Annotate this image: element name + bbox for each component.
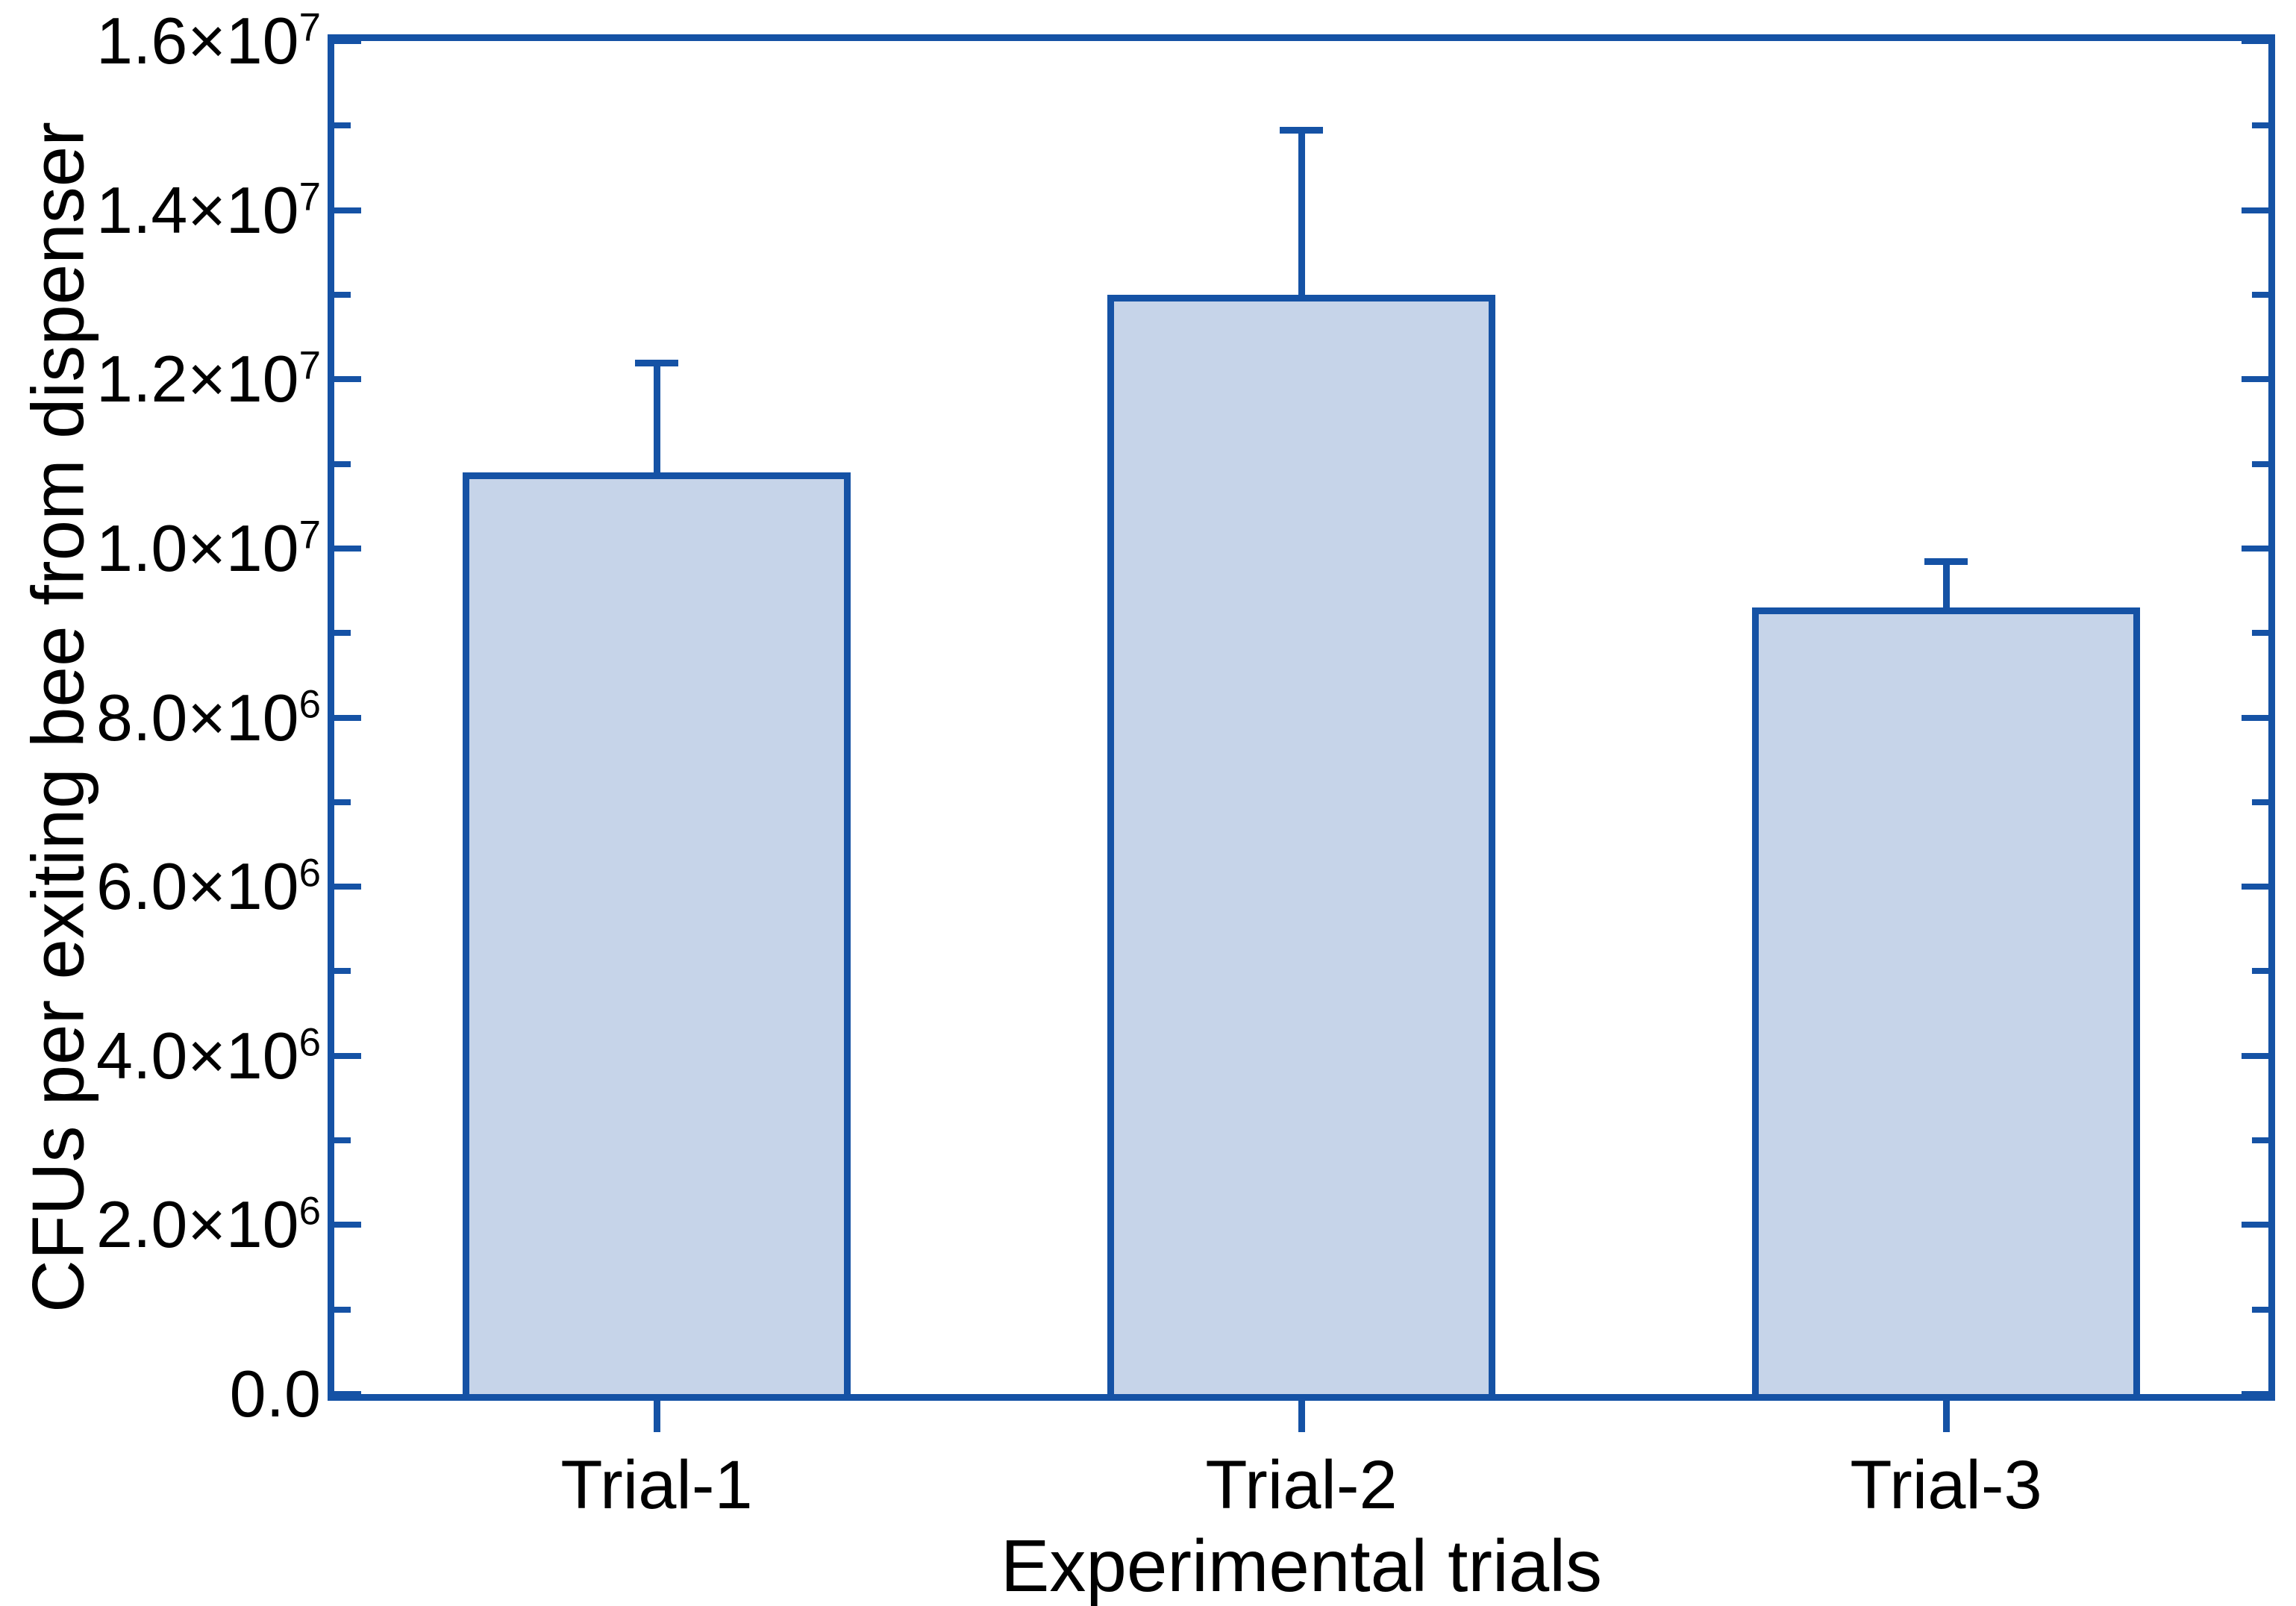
error-bar-cap-trial-3 <box>1924 557 1968 565</box>
y-major-tick <box>2242 38 2268 44</box>
x-tick-label-trial-3: Trial-3 <box>1850 1447 2042 1523</box>
y-minor-tick <box>334 799 351 805</box>
x-tick-label-trial-1: Trial-1 <box>560 1447 753 1523</box>
y-major-tick <box>2242 1052 2268 1059</box>
y-tick-label: 6.0×106 <box>96 849 321 924</box>
plot-area <box>328 34 2275 1432</box>
error-bar-stem-trial-2 <box>1298 129 1305 295</box>
y-major-tick <box>2242 1222 2268 1228</box>
y-tick-label: 4.0×106 <box>96 1018 321 1093</box>
y-major-tick <box>334 1391 361 1397</box>
y-major-tick <box>2242 376 2268 383</box>
y-minor-tick <box>2252 968 2268 975</box>
y-tick-label: 2.0×106 <box>96 1187 321 1262</box>
y-major-tick <box>334 207 361 213</box>
y-major-tick <box>2242 207 2268 213</box>
y-tick-label: 1.2×107 <box>96 342 321 416</box>
y-major-tick <box>334 884 361 890</box>
y-tick-label: 1.0×107 <box>96 510 321 585</box>
y-minor-tick <box>2252 1137 2268 1144</box>
error-bar-stem-trial-3 <box>1942 560 1950 608</box>
bar-trial-3 <box>1752 607 2140 1394</box>
y-major-tick <box>2242 1391 2268 1397</box>
y-major-tick <box>2242 714 2268 721</box>
bar-trial-2 <box>1107 294 1495 1394</box>
y-minor-tick <box>2252 799 2268 805</box>
y-major-tick <box>334 714 361 721</box>
y-major-tick <box>2242 884 2268 890</box>
y-minor-tick <box>334 1306 351 1313</box>
x-tick-trial-1 <box>653 1401 660 1432</box>
y-minor-tick <box>2252 291 2268 298</box>
y-minor-tick <box>334 460 351 467</box>
y-minor-tick <box>334 630 351 637</box>
y-major-tick <box>334 1222 361 1228</box>
x-axis-title: Experimental trials <box>1000 1525 1603 1606</box>
y-minor-tick <box>2252 1306 2268 1313</box>
error-bar-stem-trial-1 <box>653 362 660 472</box>
y-major-tick <box>334 376 361 383</box>
error-bar-cap-trial-2 <box>1280 126 1323 134</box>
y-minor-tick <box>334 291 351 298</box>
x-tick-trial-3 <box>1942 1401 1950 1432</box>
y-tick-label: 8.0×106 <box>96 680 321 754</box>
y-tick-label: 1.6×107 <box>96 4 321 78</box>
y-minor-tick <box>2252 122 2268 129</box>
y-minor-tick <box>334 968 351 975</box>
y-major-tick <box>334 545 361 552</box>
y-tick-label: 1.4×107 <box>96 172 321 247</box>
error-bar-cap-trial-1 <box>635 359 678 366</box>
y-major-tick <box>334 38 361 44</box>
y-minor-tick <box>334 1137 351 1144</box>
y-major-tick <box>334 1052 361 1059</box>
y-minor-tick <box>2252 460 2268 467</box>
x-tick-trial-2 <box>1298 1401 1305 1432</box>
x-tick-label-trial-2: Trial-2 <box>1205 1447 1398 1523</box>
y-minor-tick <box>2252 630 2268 637</box>
y-minor-tick <box>334 122 351 129</box>
bar-trial-1 <box>463 472 851 1394</box>
y-tick-label: 0.0 <box>229 1357 321 1431</box>
y-major-tick <box>2242 545 2268 552</box>
